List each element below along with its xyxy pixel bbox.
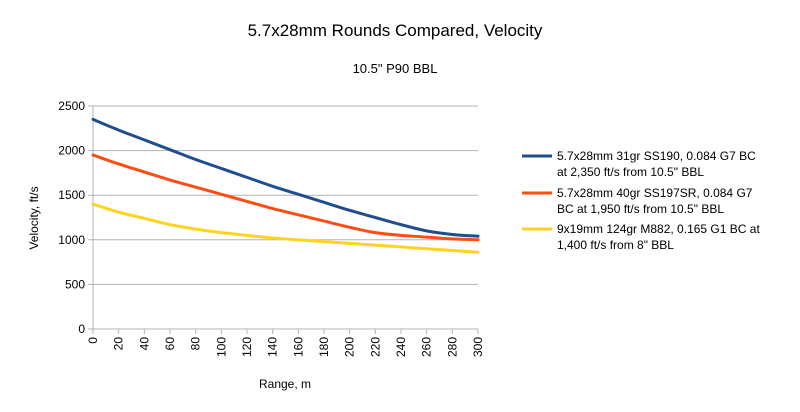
x-tick-label: 100 (214, 337, 228, 357)
series-line-1 (91, 153, 480, 242)
y-tick-label: 0 (78, 322, 85, 336)
y-tick-label: 2500 (58, 99, 85, 113)
x-tick-label: 300 (471, 337, 485, 357)
legend-entry-0: 5.7x28mm 31gr SS190, 0.084 G7 BC (557, 149, 756, 163)
x-tick-label: 40 (137, 337, 151, 351)
y-tick-label: 1500 (58, 188, 85, 202)
y-tick-label: 2000 (58, 144, 85, 158)
x-tick-label: 220 (368, 337, 382, 357)
x-tick-label: 160 (291, 337, 305, 357)
legend-entry-2: 1,400 ft/s from 8" BBL (557, 238, 674, 252)
x-tick-label: 0 (86, 337, 100, 344)
y-tick-label: 500 (65, 277, 85, 291)
y-tick-labels: 0 500 1000 1500 2000 2500 (58, 99, 85, 336)
legend-entry-2: 9x19mm 124gr M882, 0.165 G1 BC at (557, 222, 760, 236)
x-tick-label: 120 (240, 337, 254, 357)
x-tick-labels: 0 20 40 60 80 100 120 140 160 180 200 220 240 260 280 3… (86, 329, 485, 357)
series-lines (91, 117, 480, 254)
series-line-0 (91, 117, 480, 238)
legend-entry-1: BC at 1,950 ft/s from 10.5" BBL (557, 202, 724, 216)
legend-entry-0: at 2,350 ft/s from 10.5" BBL (557, 165, 704, 179)
x-tick-label: 180 (317, 337, 331, 357)
chart-title: 5.7x28mm Rounds Compared, Velocity (248, 21, 543, 40)
x-tick-label: 200 (343, 337, 357, 357)
x-axis-label: Range, m (259, 377, 311, 391)
legend-entry-1: 5.7x28mm 40gr SS197SR, 0.084 G7 (557, 186, 753, 200)
x-tick-label: 260 (420, 337, 434, 357)
legend: 5.7x28mm 31gr SS190, 0.084 G7 BC at 2,350… (522, 149, 760, 252)
chart-subtitle: 10.5" P90 BBL (353, 61, 438, 76)
x-tick-label: 140 (266, 337, 280, 357)
x-tick-label: 60 (163, 337, 177, 351)
series-line-2 (91, 202, 480, 254)
x-tick-label: 20 (112, 337, 126, 351)
x-tick-label: 80 (189, 337, 203, 351)
y-axis-label: Velocity, ft/s (27, 186, 41, 249)
x-tick-label: 240 (394, 337, 408, 357)
y-tick-label: 1000 (58, 233, 85, 247)
axes (92, 106, 478, 330)
x-tick-label: 280 (445, 337, 459, 357)
